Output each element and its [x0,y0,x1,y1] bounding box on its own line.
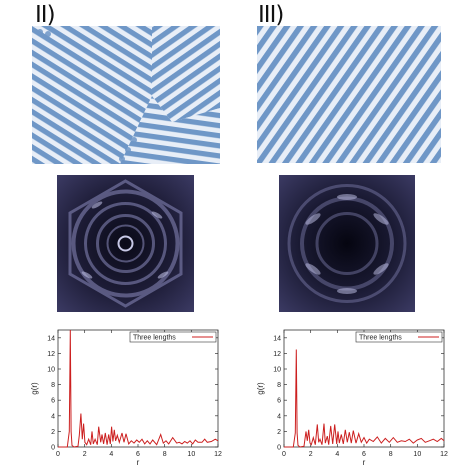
y-tick-label: 4 [277,413,281,420]
y-tick-label: 8 [51,382,55,389]
plot-frame [283,329,445,448]
y-tick-label: 2 [51,429,55,436]
panel-label-iii: III) [258,2,284,28]
x-tick-label: 4 [335,451,339,458]
x-tick-label: 8 [389,451,393,458]
y-tick-label: 14 [273,335,281,342]
x-tick-label: 2 [309,451,313,458]
x-tick-label: 8 [163,451,167,458]
y-tick-label: 12 [47,351,55,358]
y-axis-label: g(r) [256,382,265,395]
x-tick-label: 4 [109,451,113,458]
y-tick-label: 14 [47,335,55,342]
y-tick-label: 0 [277,445,281,452]
y-tick-label: 6 [51,398,55,405]
gr-chart-ii: 0 2 4 6 8 10 12 0 2 4 6 8 10 12 14 r g(r) Three lengths [30,329,222,467]
plot-frame [57,329,219,448]
legend-label: Three lengths [359,335,402,342]
stripe-pattern-ii [32,26,220,164]
legend-box [355,331,443,343]
legend-label: Three lengths [133,335,176,342]
x-tick-label: 10 [187,451,195,458]
y-tick-label: 12 [273,351,281,358]
y-tick-label: 10 [273,367,281,374]
fft-image-ii [57,175,194,312]
gr-chart-iii: 0 2 4 6 8 10 12 0 2 4 6 8 10 12 14 r g(r) Three lengths [256,329,448,467]
fft-image-iii [279,175,415,312]
x-axis-label: r [137,458,140,467]
x-tick-label: 12 [214,451,222,458]
x-axis-label: r [363,458,366,467]
stripe-pattern-iii [257,26,441,163]
y-tick-label: 0 [51,445,55,452]
x-tick-label: 0 [282,451,286,458]
x-tick-label: 6 [136,451,140,458]
y-tick-label: 8 [277,382,281,389]
y-tick-label: 4 [51,413,55,420]
y-tick-label: 6 [277,398,281,405]
legend-box [129,331,217,343]
panel-label-ii: II) [35,2,56,28]
x-tick-label: 2 [83,451,87,458]
y-tick-label: 2 [277,429,281,436]
series-line [284,349,445,448]
x-tick-label: 6 [362,451,366,458]
x-tick-label: 10 [413,451,421,458]
y-axis-label: g(r) [30,382,39,395]
series-line [58,329,219,448]
x-tick-label: 0 [56,451,60,458]
x-tick-label: 12 [440,451,448,458]
y-tick-label: 10 [47,367,55,374]
